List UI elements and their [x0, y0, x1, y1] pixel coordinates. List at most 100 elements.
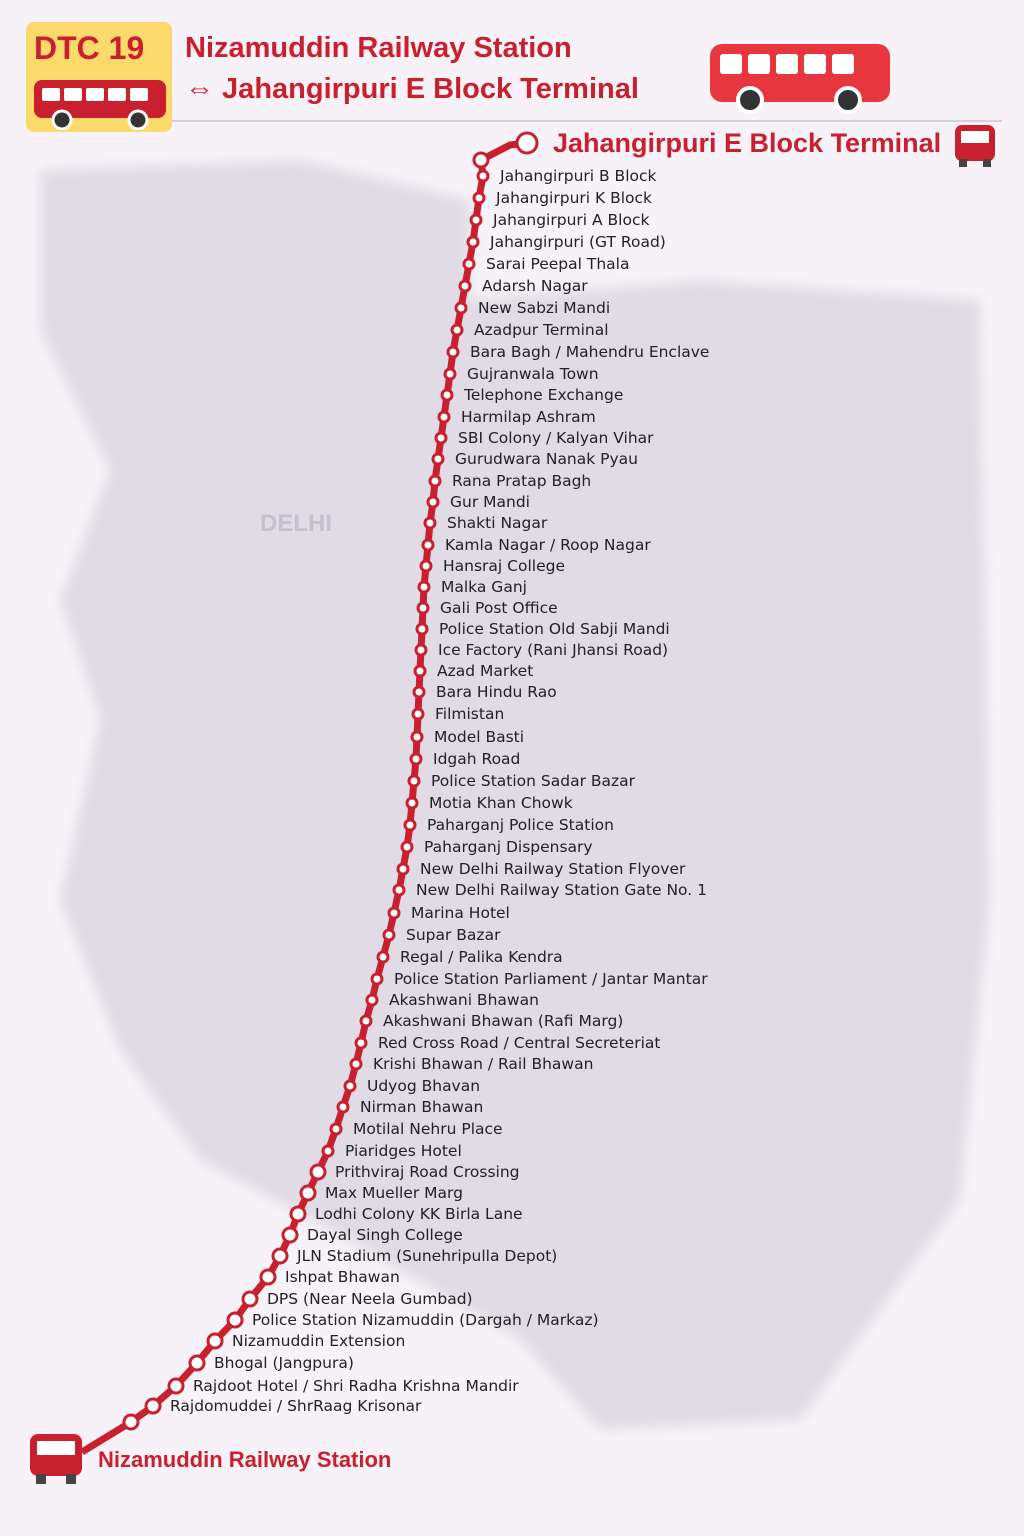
stop-label[interactable]: Prithviraj Road Crossing	[335, 1163, 520, 1181]
stop-label[interactable]: Nizamuddin Extension	[232, 1332, 406, 1350]
stop-marker[interactable]	[431, 452, 445, 466]
stop-marker[interactable]	[289, 1205, 307, 1223]
stop-marker[interactable]	[382, 928, 396, 942]
stop-label[interactable]: Ice Factory (Rani Jhansi Road)	[438, 641, 669, 659]
stop-label[interactable]: Akashwani Bhawan	[389, 991, 539, 1009]
stop-marker[interactable]	[428, 474, 442, 488]
stop-label[interactable]: Red Cross Road / Central Secreteriat	[378, 1034, 661, 1052]
stop-marker[interactable]	[417, 580, 431, 594]
stop-label[interactable]: Gujranwala Town	[467, 365, 599, 383]
stop-marker[interactable]	[458, 279, 472, 293]
stop-marker[interactable]	[354, 1036, 368, 1050]
stop-marker[interactable]	[405, 796, 419, 810]
stop-label[interactable]: Bara Bagh / Mahendru Enclave	[470, 343, 710, 361]
stop-marker[interactable]	[403, 818, 417, 832]
stop-label[interactable]: Gali Post Office	[440, 599, 558, 617]
stop-marker[interactable]	[412, 685, 426, 699]
stop-marker[interactable]	[446, 345, 460, 359]
stop-marker[interactable]	[376, 950, 390, 964]
stop-label[interactable]: Lodhi Colony KK Birla Lane	[315, 1205, 523, 1223]
stop-label[interactable]: New Delhi Railway Station Gate No. 1	[416, 881, 707, 899]
stop-label[interactable]: Marina Hotel	[411, 904, 510, 922]
stop-label[interactable]: Idgah Road	[433, 750, 521, 768]
stop-marker[interactable]	[421, 538, 435, 552]
stop-marker[interactable]	[414, 643, 428, 657]
stop-marker[interactable]	[416, 601, 430, 615]
stop-marker[interactable]	[413, 664, 427, 678]
stop-label[interactable]: Piaridges Hotel	[345, 1142, 462, 1160]
stop-marker[interactable]	[423, 516, 437, 530]
stop-label[interactable]: Hansraj College	[443, 557, 565, 575]
stop-marker[interactable]	[466, 235, 480, 249]
stop-marker[interactable]	[241, 1290, 259, 1308]
stop-marker[interactable]	[343, 1079, 357, 1093]
stop-label[interactable]: Udyog Bhavan	[367, 1077, 481, 1095]
stop-label[interactable]: SBI Colony / Kalyan Vihar	[458, 429, 654, 447]
stop-label[interactable]: New Sabzi Mandi	[478, 299, 611, 317]
stop-marker[interactable]	[443, 367, 457, 381]
stop-label[interactable]: Nirman Bhawan	[360, 1098, 484, 1116]
stop-marker[interactable]	[144, 1397, 162, 1415]
stop-label[interactable]: Dayal Singh College	[307, 1226, 463, 1244]
stop-label[interactable]: Adarsh Nagar	[482, 277, 588, 295]
stop-label[interactable]: Motia Khan Chowk	[429, 794, 573, 812]
stop-marker[interactable]	[462, 257, 476, 271]
stop-marker[interactable]	[206, 1332, 224, 1350]
stop-marker[interactable]	[309, 1163, 327, 1181]
stop-label[interactable]: Police Station Old Sabji Mandi	[439, 620, 670, 638]
stop-label[interactable]: Regal / Palika Kendra	[400, 948, 563, 966]
stop-label[interactable]: Police Station Parliament / Jantar Manta…	[394, 970, 708, 988]
stop-label[interactable]: New Delhi Railway Station Flyover	[420, 860, 686, 878]
stop-label[interactable]: Malka Ganj	[441, 578, 527, 596]
stop-label[interactable]: Paharganj Police Station	[427, 816, 614, 834]
stop-marker[interactable]	[226, 1311, 244, 1329]
stop-label[interactable]: Police Station Sadar Bazar	[431, 772, 636, 790]
start-stop-marker[interactable]	[472, 151, 490, 169]
stop-label[interactable]: Shakti Nagar	[447, 514, 548, 532]
stop-marker[interactable]	[188, 1354, 206, 1372]
stop-label[interactable]: Rana Pratap Bagh	[452, 472, 592, 490]
stop-marker[interactable]	[472, 191, 486, 205]
stop-marker[interactable]	[434, 431, 448, 445]
stop-label[interactable]: Jahangirpuri A Block	[493, 211, 650, 229]
stop-marker[interactable]	[454, 301, 468, 315]
stop-label[interactable]: Gur Mandi	[450, 493, 530, 511]
stop-label[interactable]: DPS (Near Neela Gumbad)	[267, 1290, 473, 1308]
stop-marker[interactable]	[167, 1377, 185, 1395]
stop-marker[interactable]	[426, 495, 440, 509]
stop-label[interactable]: Sarai Peepal Thala	[486, 255, 630, 273]
stop-label[interactable]: Rajdoot Hotel / Shri Radha Krishna Mandi…	[193, 1377, 519, 1395]
stop-marker[interactable]	[410, 730, 424, 744]
stop-label[interactable]: Supar Bazar	[406, 926, 501, 944]
stop-marker[interactable]	[392, 883, 406, 897]
stop-label[interactable]: Harmilap Ashram	[461, 408, 596, 426]
stop-marker[interactable]	[321, 1144, 335, 1158]
stop-marker[interactable]	[281, 1226, 299, 1244]
stop-label[interactable]: Azad Market	[437, 662, 534, 680]
stop-marker[interactable]	[469, 213, 483, 227]
stop-marker[interactable]	[122, 1413, 140, 1431]
stop-marker[interactable]	[419, 559, 433, 573]
stop-marker[interactable]	[476, 169, 490, 183]
start-terminal-marker[interactable]	[515, 131, 539, 155]
stop-marker[interactable]	[299, 1184, 317, 1202]
stop-label[interactable]: Ishpat Bhawan	[285, 1268, 400, 1286]
stop-marker[interactable]	[336, 1100, 350, 1114]
stop-label[interactable]: Bara Hindu Rao	[436, 683, 557, 701]
stop-label[interactable]: Jahangirpuri K Block	[496, 189, 653, 207]
stop-label[interactable]: Rajdomuddei / ShrRaag Krisonar	[170, 1397, 422, 1415]
stop-label[interactable]: Model Basti	[434, 728, 525, 746]
stop-marker[interactable]	[365, 993, 379, 1007]
stop-marker[interactable]	[407, 774, 421, 788]
stop-marker[interactable]	[349, 1057, 363, 1071]
stop-marker[interactable]	[329, 1122, 343, 1136]
stop-label[interactable]: Jahangirpuri (GT Road)	[490, 233, 666, 251]
stop-label[interactable]: Telephone Exchange	[464, 386, 624, 404]
stop-marker[interactable]	[450, 323, 464, 337]
stop-marker[interactable]	[400, 840, 414, 854]
stop-label[interactable]: Max Mueller Marg	[325, 1184, 463, 1202]
stop-label[interactable]: JLN Stadium (Sunehripulla Depot)	[297, 1247, 558, 1265]
stop-marker[interactable]	[437, 410, 451, 424]
stop-marker[interactable]	[259, 1268, 277, 1286]
stop-marker[interactable]	[396, 862, 410, 876]
